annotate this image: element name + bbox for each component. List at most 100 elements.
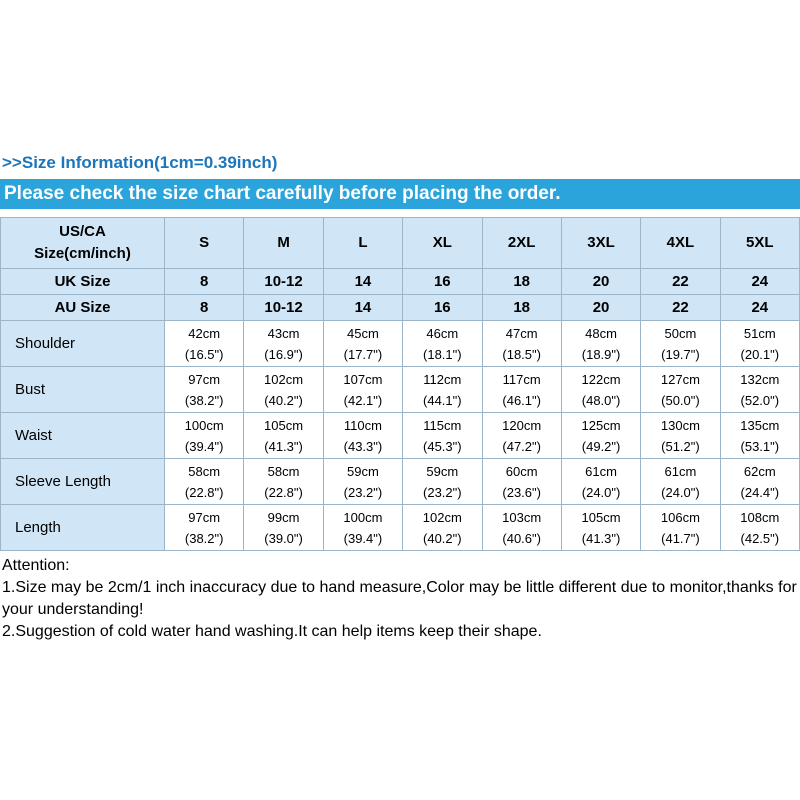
measurement-cm-value: 58cm — [267, 463, 300, 479]
region-size-row: AU Size 8 10-12 14 16 18 20 22 24 — [0, 294, 800, 321]
region-size-cell: 20 — [560, 268, 642, 295]
measurement-label: Shoulder — [0, 320, 165, 367]
size-column-header: XL — [402, 217, 483, 269]
region-size-cell: 24 — [719, 268, 800, 295]
region-size-cell: 14 — [322, 294, 404, 321]
measurement-cell: 105cm (41.3") — [243, 412, 324, 459]
measurement-cell: 59cm (23.2") — [402, 458, 483, 505]
measurement-cell: 115cm (45.3") — [402, 412, 483, 459]
measurement-inch-value: (47.2") — [502, 438, 541, 454]
measurement-cell: 97cm (38.2") — [163, 366, 245, 413]
measurement-row: Shoulder 42cm (16.5") 43cm (16.9") 45cm (17.7"… — [0, 320, 800, 367]
measurement-inch-value: (46.1") — [502, 392, 541, 408]
measurement-cell: 102cm (40.2") — [402, 504, 483, 551]
measurement-cm-value: 108cm — [740, 509, 780, 525]
measurement-inch-value: (38.2") — [184, 530, 224, 546]
measurement-cm-value: 107cm — [343, 371, 383, 387]
region-size-cell: 16 — [402, 268, 483, 295]
measurement-inch-value: (39.4") — [184, 438, 224, 454]
measurement-cm-value: 100cm — [343, 509, 383, 525]
measurement-cm-value: 102cm — [264, 371, 304, 387]
measurement-inch-value: (41.7") — [661, 530, 700, 546]
measurement-row: Waist 100cm (39.4") 105cm (41.3") 110cm (43.3"… — [0, 412, 800, 459]
attention-title: Attention: — [2, 557, 70, 574]
measurement-cm-value: 62cm — [743, 463, 776, 479]
measurement-inch-value: (40.2") — [264, 392, 303, 408]
measurement-inch-value: (42.5") — [740, 530, 780, 546]
measurement-inch-value: (53.1") — [740, 438, 780, 454]
measurement-label: Length — [0, 504, 165, 551]
measurement-inch-value: (24.0") — [661, 484, 700, 500]
attention-note-1: 1.Size may be 2cm/1 inch inaccuracy due … — [2, 579, 797, 618]
measurement-inch-value: (23.6") — [502, 484, 541, 500]
measurement-inch-value: (20.1") — [740, 346, 780, 362]
corner-header-line2: Size(cm/inch) — [34, 245, 131, 262]
measurement-inch-value: (24.0") — [581, 484, 621, 500]
region-size-row: UK Size 8 10-12 14 16 18 20 22 24 — [0, 268, 800, 295]
measurement-cell: 103cm (40.6") — [481, 504, 562, 551]
measurement-cm-value: 45cm — [347, 325, 379, 341]
measurement-cell: 135cm (53.1") — [719, 412, 800, 459]
measurement-inch-value: (50.0") — [661, 392, 700, 408]
measurement-cm-value: 103cm — [502, 509, 542, 525]
measurement-inch-value: (16.5") — [184, 346, 224, 362]
measurement-inch-value: (22.8") — [264, 484, 303, 500]
measurement-row: Bust 97cm (38.2") 102cm (40.2") 107cm (42.1") 1… — [0, 366, 800, 413]
measurement-inch-value: (16.9") — [264, 346, 303, 362]
attention-block: Attention: 1.Size may be 2cm/1 inch inac… — [0, 551, 800, 643]
measurement-cm-value: 122cm — [581, 371, 621, 387]
measurement-cm-value: 59cm — [426, 463, 459, 479]
measurement-cm-value: 61cm — [585, 463, 617, 479]
measurement-cell: 112cm (44.1") — [402, 366, 483, 413]
measurement-cell: 117cm (46.1") — [481, 366, 562, 413]
region-size-cell: 8 — [163, 268, 245, 295]
region-size-cell: 10-12 — [243, 268, 324, 295]
measurement-inch-value: (18.5") — [502, 346, 541, 362]
measurement-cm-value: 102cm — [422, 509, 462, 525]
measurement-label: Waist — [0, 412, 165, 459]
measurement-cell: 43cm (16.9") — [243, 320, 324, 367]
measurement-cm-value: 51cm — [743, 325, 776, 341]
measurement-cell: 122cm (48.0") — [560, 366, 642, 413]
measurement-cell: 120cm (47.2") — [481, 412, 562, 459]
measurement-inch-value: (38.2") — [184, 392, 224, 408]
measurement-inch-value: (42.1") — [343, 392, 383, 408]
measurement-cell: 45cm (17.7") — [322, 320, 404, 367]
measurement-cm-value: 97cm — [188, 509, 221, 525]
measurement-inch-value: (44.1") — [423, 392, 462, 408]
measurement-row: Sleeve Length 58cm (22.8") 58cm (22.8") 59cm (… — [0, 458, 800, 505]
top-whitespace — [0, 0, 800, 150]
measurement-inch-value: (23.2") — [343, 484, 383, 500]
measurement-cell: 50cm (19.7") — [640, 320, 721, 367]
measurement-cm-value: 110cm — [343, 417, 382, 433]
measurement-inch-value: (51.2") — [661, 438, 700, 454]
measurement-label: Sleeve Length — [0, 458, 165, 505]
measurement-cell: 102cm (40.2") — [243, 366, 324, 413]
size-info-title: >>Size Information(1cm=0.39inch) — [2, 153, 278, 172]
measurement-cell: 100cm (39.4") — [163, 412, 245, 459]
corner-header: US/CA Size(cm/inch) — [0, 217, 165, 269]
region-size-cell: 24 — [719, 294, 800, 321]
region-size-label: UK Size — [0, 268, 165, 295]
measurement-cell: 60cm (23.6") — [481, 458, 562, 505]
measurement-cm-value: 127cm — [660, 371, 700, 387]
size-column-header: 3XL — [560, 217, 642, 269]
measurement-cell: 127cm (50.0") — [640, 366, 721, 413]
region-size-cell: 18 — [481, 268, 562, 295]
region-size-cell: 22 — [640, 268, 721, 295]
measurement-cell: 59cm (23.2") — [322, 458, 404, 505]
measurement-inch-value: (40.2") — [423, 530, 462, 546]
measurement-cell: 100cm (39.4") — [322, 504, 404, 551]
attention-note-2: 2.Suggestion of cold water hand washing.… — [2, 623, 542, 640]
measurement-inch-value: (23.2") — [423, 484, 462, 500]
measurement-inch-value: (22.8") — [184, 484, 224, 500]
measurement-cm-value: 120cm — [502, 417, 542, 433]
size-table-body: US/CA Size(cm/inch) S M L XL 2XL 3XL 4XL 5XL UK Si… — [0, 217, 800, 551]
measurement-inch-value: (52.0") — [740, 392, 780, 408]
measurement-cm-value: 47cm — [505, 325, 538, 341]
measurement-cell: 107cm (42.1") — [322, 366, 404, 413]
measurement-cell: 130cm (51.2") — [640, 412, 721, 459]
region-size-cell: 14 — [322, 268, 404, 295]
region-size-cell: 18 — [481, 294, 562, 321]
measurement-inch-value: (41.3") — [264, 438, 303, 454]
